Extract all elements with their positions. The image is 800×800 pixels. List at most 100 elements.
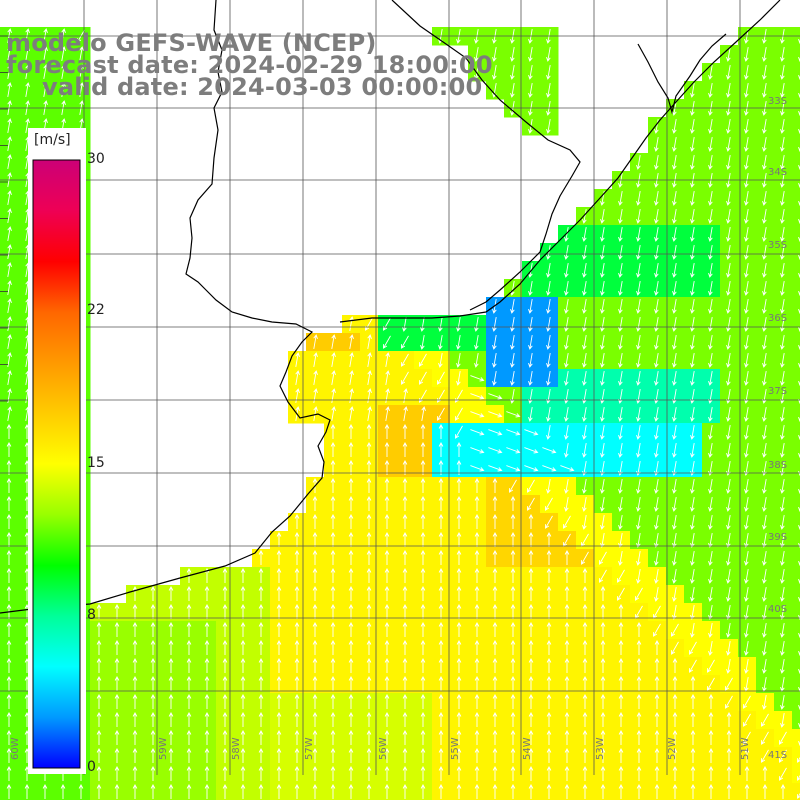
- wind-arrow: [313, 388, 318, 403]
- wind-arrow: [708, 299, 713, 314]
- wind-arrow: [510, 784, 516, 799]
- wind-arrow: [528, 514, 534, 529]
- wind-speed-cell: [792, 117, 800, 136]
- wind-arrow: [528, 748, 534, 763]
- wind-arrow: [420, 658, 426, 673]
- wind-arrow: [402, 514, 408, 529]
- wind-arrow: [114, 694, 120, 709]
- wind-arrow: [474, 47, 479, 62]
- wind-arrow: [313, 406, 318, 421]
- wind-arrow: [330, 658, 336, 673]
- wind-arrow: [672, 676, 678, 691]
- wind-arrow: [510, 335, 515, 350]
- wind-arrow: [348, 478, 354, 493]
- wind-arrow: [402, 658, 408, 673]
- wind-arrow: [618, 425, 623, 440]
- wind-arrow: [780, 371, 785, 386]
- wind-arrow: [276, 730, 282, 745]
- wind-speed-cell: [792, 189, 800, 208]
- wind-arrow: [488, 429, 503, 436]
- wind-arrow: [564, 676, 570, 691]
- wind-arrow: [331, 334, 336, 349]
- wind-arrow: [474, 65, 479, 80]
- wind-arrow: [240, 658, 246, 673]
- wind-arrow: [330, 550, 336, 565]
- wind-arrow: [492, 317, 497, 332]
- wind-arrow: [726, 587, 731, 602]
- wind-arrow: [330, 622, 336, 637]
- wind-arrow: [348, 496, 354, 511]
- wind-arrow: [654, 263, 659, 278]
- wind-arrow: [690, 569, 695, 584]
- wind-arrow: [690, 83, 695, 98]
- wind-arrow: [780, 209, 785, 224]
- wind-arrow: [168, 658, 174, 673]
- lon-label-56w: 56W: [378, 737, 389, 760]
- wind-arrow: [708, 694, 714, 709]
- lon-label-55w: 55W: [450, 737, 461, 760]
- wind-arrow: [528, 568, 534, 583]
- wind-arrow: [96, 694, 102, 709]
- wind-arrow: [672, 533, 677, 548]
- wind-arrow: [420, 604, 426, 619]
- wind-arrow: [438, 658, 444, 673]
- wind-arrow: [313, 370, 318, 385]
- wind-arrow: [488, 447, 503, 454]
- wind-arrow: [564, 694, 570, 709]
- wind-arrow: [7, 298, 12, 313]
- wind-arrow: [564, 371, 569, 386]
- wind-arrow: [618, 281, 623, 296]
- wind-arrow: [222, 568, 228, 583]
- wind-arrow: [564, 586, 570, 601]
- wind-arrow: [636, 479, 641, 494]
- wind-arrow: [708, 245, 713, 260]
- wind-arrow: [492, 640, 498, 655]
- wind-arrow: [348, 550, 354, 565]
- wind-arrow: [492, 496, 498, 511]
- wind-arrow: [492, 658, 498, 673]
- wind-arrow: [258, 712, 264, 727]
- wind-arrow: [654, 371, 659, 386]
- wind-arrow: [186, 604, 192, 619]
- wind-arrow: [600, 407, 605, 422]
- wind-arrow: [150, 640, 156, 655]
- wind-arrow: [240, 568, 246, 583]
- wind-arrow: [240, 604, 246, 619]
- wind-arrow: [402, 550, 408, 565]
- lat-label-40s: 40S: [768, 604, 788, 615]
- wind-arrow: [636, 497, 641, 512]
- wind-arrow: [186, 748, 192, 763]
- wind-arrow: [222, 784, 228, 799]
- wind-arrow: [582, 640, 588, 655]
- wind-arrow: [528, 694, 534, 709]
- wind-arrow: [456, 622, 462, 637]
- wind-arrow: [762, 587, 767, 602]
- wind-arrow: [654, 784, 660, 799]
- wind-arrow: [672, 209, 677, 224]
- wind-arrow: [420, 478, 426, 493]
- wind-arrow: [600, 640, 606, 655]
- wind-arrow: [25, 82, 30, 97]
- wind-arrow: [708, 335, 713, 350]
- wind-arrow: [258, 622, 264, 637]
- wind-arrow: [366, 424, 372, 439]
- wind-arrow: [258, 694, 264, 709]
- wind-arrow: [474, 317, 479, 332]
- wind-arrow: [6, 532, 12, 547]
- wind-speed-cell: [792, 441, 800, 460]
- wind-arrow: [780, 137, 785, 152]
- wind-speed-cell: [792, 153, 800, 172]
- wind-arrow: [726, 137, 731, 152]
- wind-arrow: [330, 424, 336, 439]
- wind-arrow: [636, 694, 642, 709]
- wind-arrow: [582, 730, 588, 745]
- wind-arrow: [294, 676, 300, 691]
- wind-arrow: [438, 442, 444, 457]
- wind-arrow: [456, 550, 462, 565]
- wind-arrow: [762, 137, 767, 152]
- wind-arrow: [617, 587, 625, 601]
- wind-arrow: [438, 514, 444, 529]
- wind-arrow: [474, 712, 480, 727]
- wind-arrow: [240, 640, 246, 655]
